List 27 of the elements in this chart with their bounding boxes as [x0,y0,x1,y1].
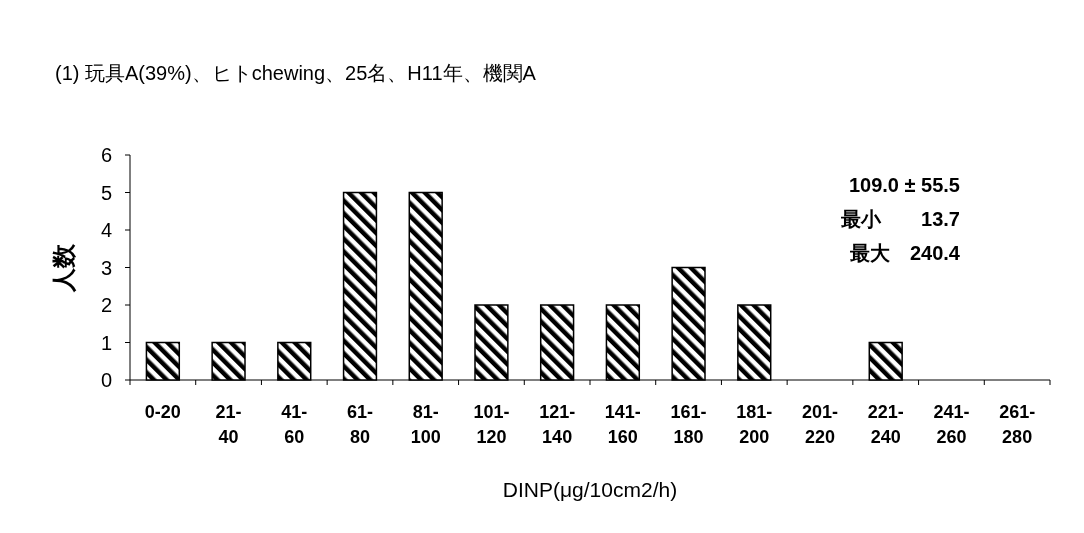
x-tick-label: 201- 220 [801,402,839,447]
x-tick-label: 221- 240 [867,402,904,447]
y-tick-label: 3 [100,256,112,279]
annotation: 最小 13.7 [840,208,960,230]
x-tick-label: 0-20 [144,402,181,422]
annotation: 最大 240.4 [848,242,961,264]
x-tick-label: 261- 280 [999,402,1036,447]
x-tick-label: 161- 180 [670,402,707,447]
y-tick-label: 0 [100,369,112,391]
x-tick-label: 101- 120 [473,402,510,447]
y-tick-label: 4 [100,219,112,241]
x-axis-title: DINP(μg/10cm2/h) [502,478,678,501]
x-tick-label: 121- 140 [539,402,576,447]
x-tick-label: 241- 260 [933,402,970,447]
annotation: 109.0 ± 55.5 [848,174,960,196]
y-tick-label: 1 [100,331,112,354]
y-axis-title: 人数 [50,242,77,293]
y-tick-label: 2 [100,294,112,316]
y-tick-label: 6 [100,144,112,166]
x-tick-label: 181- 200 [736,402,773,447]
x-tick-label: 61- 80 [346,402,374,447]
x-tick-label: 41- 60 [281,402,308,447]
x-tick-label: 21- 40 [215,402,242,447]
x-tick-label: 141- 160 [604,402,641,447]
x-tick-label: 81- 100 [410,402,441,447]
y-tick-label: 5 [100,181,112,204]
chart-title: (1) 玩具A(39%)、ヒトchewing、25名、H11年、機関A [55,62,537,84]
